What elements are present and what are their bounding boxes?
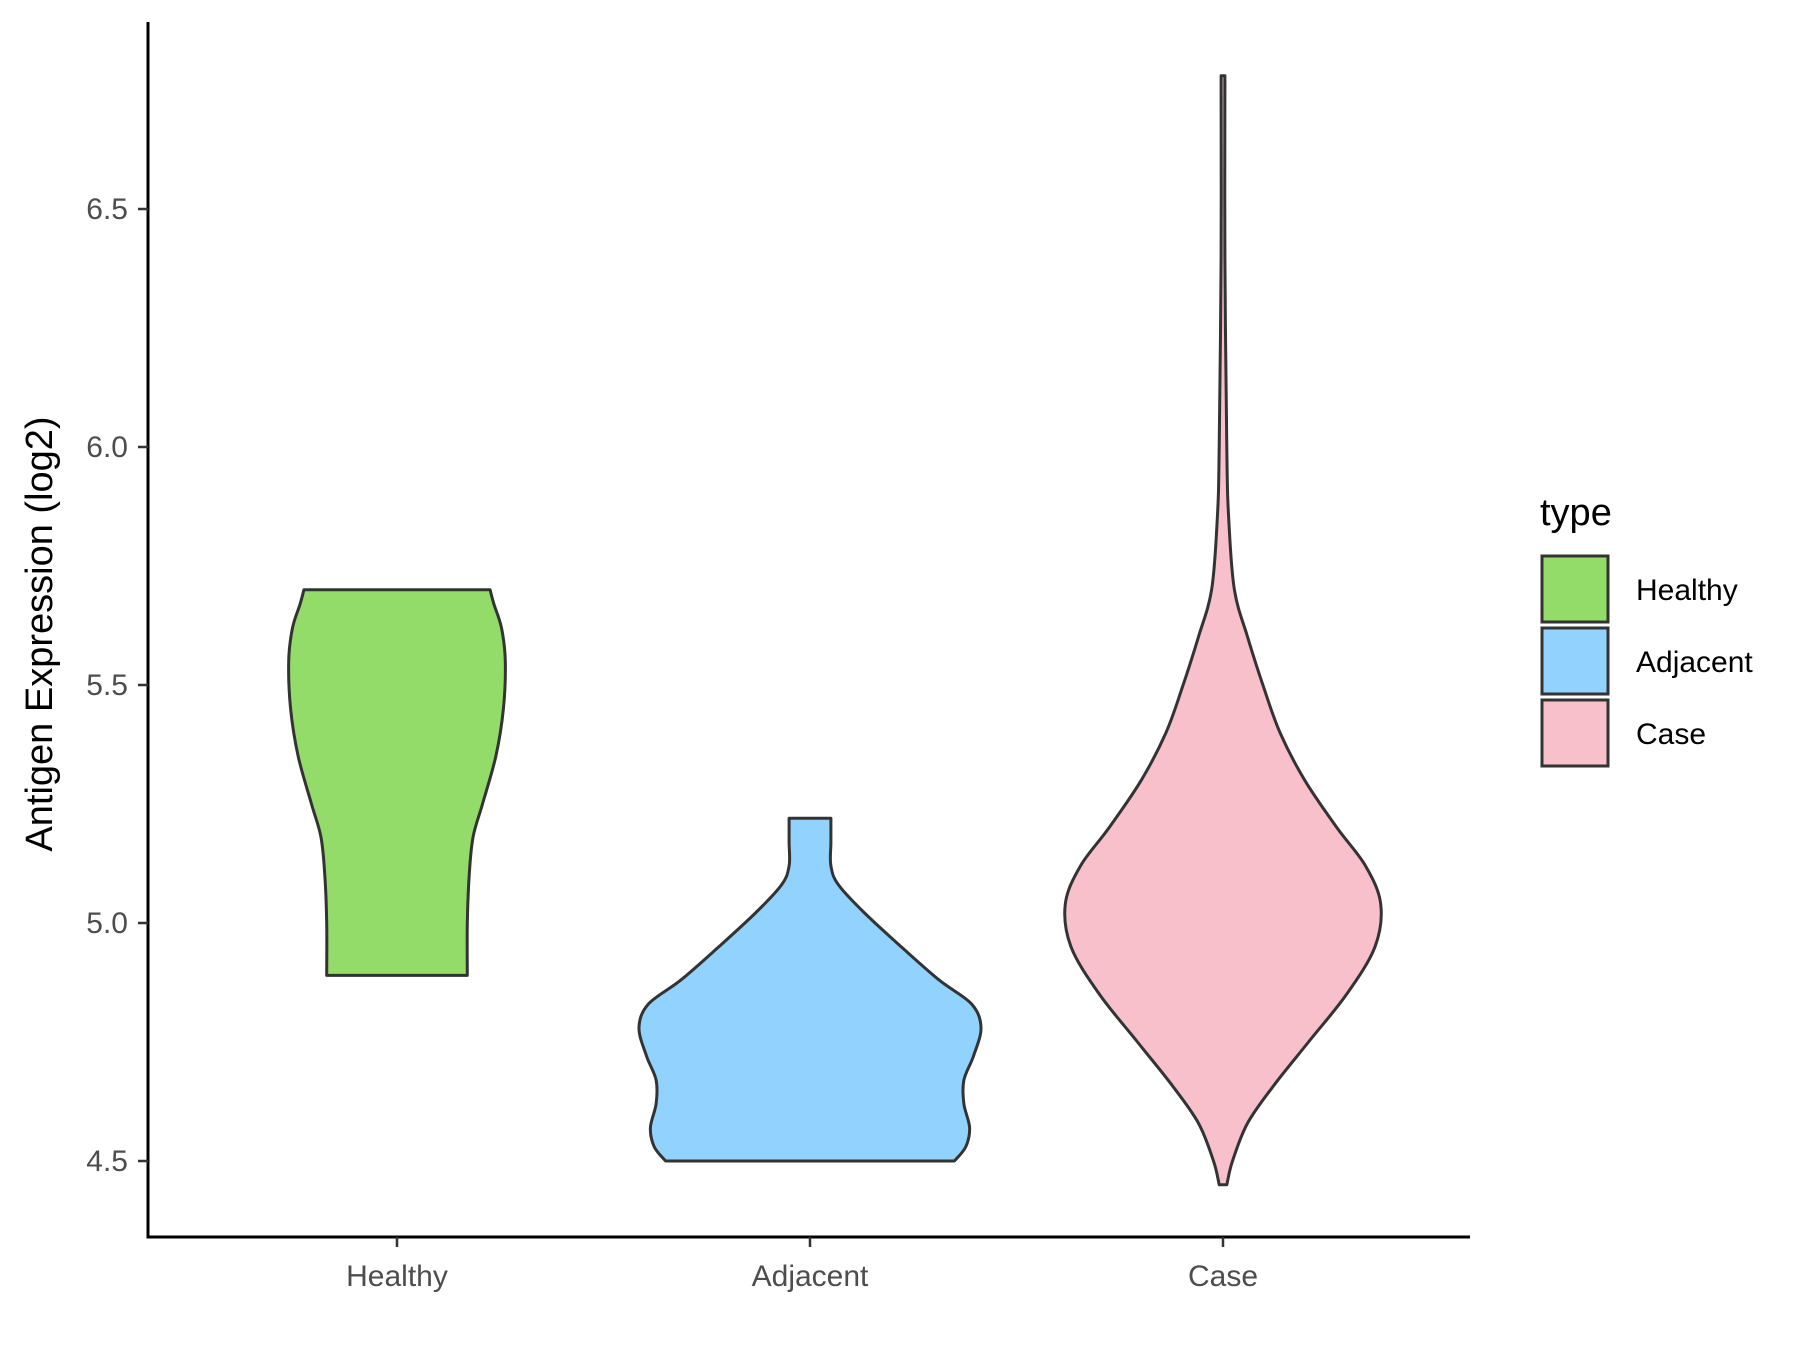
- violin-healthy: [287, 588, 507, 977]
- x-tick-label: Adjacent: [752, 1260, 869, 1293]
- y-tick-label: 5.0: [86, 907, 128, 940]
- y-ticks: 4.5 5.0 5.5 6.0 6.5: [86, 193, 148, 1178]
- legend-label: Adjacent: [1636, 646, 1753, 679]
- legend-swatch-healthy: [1540, 554, 1610, 624]
- legend-swatch-adjacent: [1540, 626, 1610, 696]
- x-ticks: Healthy Adjacent Case: [346, 1237, 1258, 1293]
- legend-title: type: [1540, 492, 1612, 534]
- violin-layer: [287, 74, 1383, 1187]
- violin-adjacent: [637, 816, 983, 1163]
- x-tick-label: Case: [1188, 1260, 1258, 1293]
- axes: [146, 22, 1470, 1239]
- y-tick-label: 6.0: [86, 431, 128, 464]
- x-tick-label: Healthy: [346, 1260, 448, 1293]
- legend-swatch-case: [1540, 698, 1610, 768]
- legend-label: Case: [1636, 718, 1706, 751]
- violin-case: [1063, 74, 1383, 1187]
- legend: type Healthy Adjacent Case: [1540, 492, 1753, 768]
- legend-label: Healthy: [1636, 574, 1738, 607]
- y-tick-label: 5.5: [86, 669, 128, 702]
- y-tick-label: 4.5: [86, 1145, 128, 1178]
- y-tick-label: 6.5: [86, 193, 128, 226]
- y-axis-title: Antigen Expression (log2): [19, 416, 61, 851]
